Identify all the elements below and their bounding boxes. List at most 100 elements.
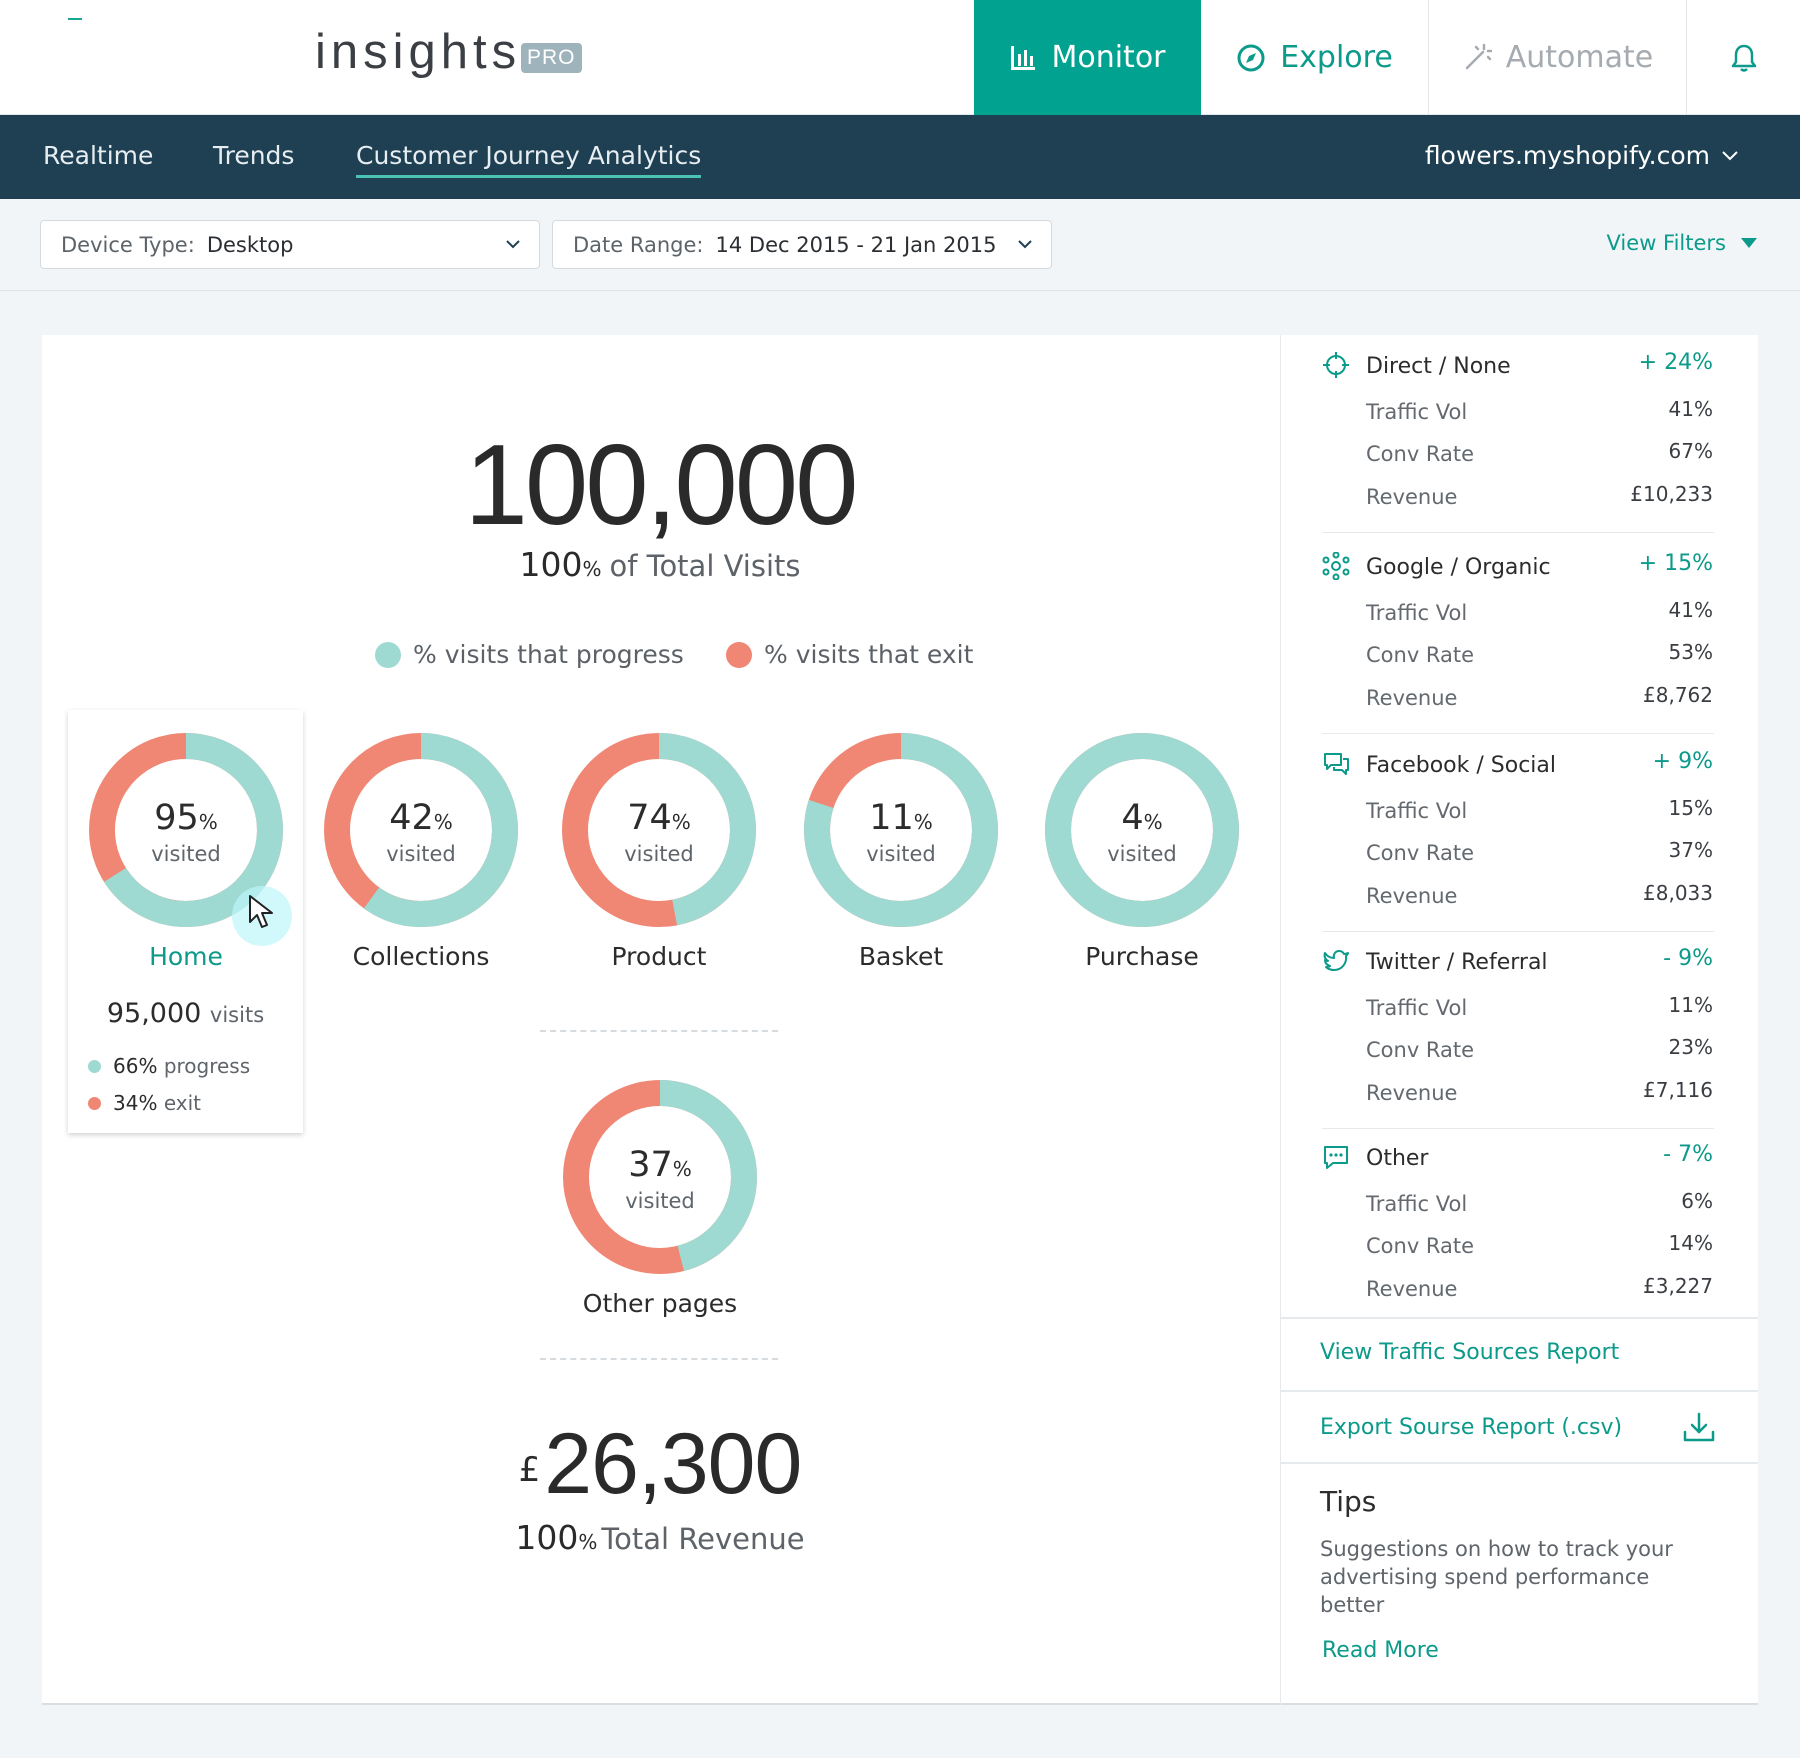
device-type-label: Device Type: — [61, 232, 195, 257]
home-exit-label: exit — [163, 1091, 201, 1115]
date-range-select[interactable]: Date Range: 14 Dec 2015 - 21 Jan 2015 — [552, 220, 1052, 269]
dashed-separator — [540, 1030, 778, 1032]
nav-tab-explore[interactable]: Explore — [1201, 0, 1429, 115]
metric-value: 53% — [1668, 640, 1713, 664]
traffic-source-change: + 9% — [1652, 749, 1713, 774]
subnav-item-realtime[interactable]: Realtime — [43, 141, 154, 170]
download-icon[interactable] — [1682, 1412, 1716, 1444]
chat-bubbles-icon — [1322, 750, 1350, 782]
revenue-pct: 100 — [515, 1518, 579, 1557]
subnav-item-trends[interactable]: Trends — [213, 141, 295, 170]
export-report-link[interactable]: Export Sourse Report (.csv) — [1320, 1415, 1623, 1440]
exit-dot — [88, 1096, 101, 1110]
crosshair-icon — [1322, 351, 1350, 383]
source-separator — [1322, 532, 1714, 533]
metric-label: Traffic Vol — [1366, 400, 1468, 424]
metric-value: 41% — [1668, 598, 1713, 622]
funnel-step-purchase[interactable]: 4% visited Purchase — [1042, 730, 1242, 990]
funnel-step-other-pages[interactable]: 37% visited Other pages — [560, 1077, 760, 1337]
metric-label: Conv Rate — [1366, 1234, 1475, 1258]
traffic-source-name: Facebook / Social — [1366, 753, 1556, 778]
metric-value: £3,227 — [1643, 1274, 1713, 1298]
donut-visited-label: visited — [866, 842, 936, 866]
funnel-step-product[interactable]: 74% visited Product — [559, 730, 759, 990]
funnel-step-name: Purchase — [1085, 942, 1199, 971]
donut-percent: 4% — [1042, 798, 1242, 838]
tips-body: Suggestions on how to track your adverti… — [1320, 1537, 1673, 1617]
donut-progress-segment — [804, 733, 998, 927]
metric-label: Conv Rate — [1366, 442, 1475, 466]
metric-label: Revenue — [1366, 485, 1458, 509]
donut-visited-label: visited — [1107, 842, 1177, 866]
network-icon — [1322, 551, 1350, 584]
legend-progress: % visits that progress — [375, 640, 684, 669]
home-exit: 34% exit — [88, 1091, 201, 1115]
donut-percent-value: 4 — [1121, 798, 1144, 838]
donut-percent-sign: % — [671, 810, 691, 834]
total-visits-pct-sign: % — [582, 557, 602, 581]
notifications-button[interactable] — [1687, 0, 1800, 115]
total-visits-label: of Total Visits — [609, 549, 801, 583]
source-separator — [1322, 1128, 1714, 1129]
donut-percent-sign: % — [672, 1157, 692, 1181]
legend-exit-label: % visits that exit — [764, 640, 974, 669]
traffic-source-change: - 9% — [1663, 946, 1713, 971]
donut-progress-segment — [324, 733, 518, 927]
donut-percent-value: 74 — [627, 798, 672, 838]
subnav-item-customer-journey[interactable]: Customer Journey Analytics — [356, 141, 702, 178]
read-more-link[interactable]: Read More — [1322, 1638, 1439, 1663]
metric-value: £7,116 — [1643, 1078, 1713, 1102]
donut-percent-sign: % — [433, 810, 453, 834]
traffic-source-change: + 15% — [1638, 551, 1713, 576]
total-visits-pct: 100 — [519, 545, 583, 584]
metric-value: £8,033 — [1643, 881, 1713, 905]
store-selector[interactable]: flowers.myshopify.com — [1425, 141, 1738, 170]
total-revenue-subtitle: 100% Total Revenue — [0, 1518, 1320, 1557]
compass-icon — [1237, 44, 1265, 71]
bar-chart-icon — [1011, 45, 1036, 70]
metric-value: £10,233 — [1630, 482, 1713, 506]
metric-label: Conv Rate — [1366, 643, 1475, 667]
donut-percent-value: 95 — [154, 798, 199, 838]
panel-separator — [1281, 1462, 1758, 1464]
date-range-value: 14 Dec 2015 - 21 Jan 2015 — [715, 232, 997, 257]
nav-tab-monitor-label: Monitor — [1051, 40, 1166, 75]
view-filters-button[interactable]: View Filters — [1607, 231, 1758, 255]
view-filters-label: View Filters — [1606, 231, 1726, 255]
metric-label: Traffic Vol — [1366, 601, 1468, 625]
progress-dot — [88, 1059, 101, 1073]
donut-chart — [804, 733, 998, 927]
donut-chart — [563, 1080, 757, 1274]
metric-label: Revenue — [1366, 1081, 1458, 1105]
twitter-bird-icon — [1322, 947, 1350, 979]
nav-tab-monitor[interactable]: Monitor — [974, 0, 1201, 115]
funnel-step-basket[interactable]: 11% visited Basket — [801, 730, 1001, 990]
nav-tab-automate[interactable]: Automate — [1429, 0, 1687, 115]
magic-wand-icon — [1465, 43, 1492, 69]
source-separator — [1322, 931, 1714, 932]
donut-visited-label: visited — [386, 842, 456, 866]
home-visits-number: 95,000 — [106, 998, 202, 1029]
metric-label: Traffic Vol — [1366, 799, 1468, 823]
funnel-step-name: Other pages — [582, 1289, 738, 1318]
legend-exit: % visits that exit — [726, 640, 973, 669]
home-progress: 66% progress — [88, 1054, 250, 1078]
device-type-select[interactable]: Device Type: Desktop — [40, 220, 540, 269]
funnel-step-name: Collections — [352, 942, 490, 971]
traffic-source-name: Google / Organic — [1366, 555, 1551, 580]
donut-visited-label: visited — [625, 1189, 695, 1213]
funnel-step-collections[interactable]: 42% visited Collections — [321, 730, 521, 990]
donut-percent: 95% — [86, 798, 286, 838]
journey-card — [42, 335, 1758, 1705]
view-traffic-report-link[interactable]: View Traffic Sources Report — [1320, 1340, 1620, 1365]
total-visits-number: 100,000 — [464, 422, 858, 549]
dashed-separator — [540, 1358, 778, 1360]
metric-value: 41% — [1668, 397, 1713, 421]
donut-chart — [89, 733, 283, 927]
donut-percent: 42% — [321, 798, 521, 838]
donut-percent-value: 37 — [628, 1145, 673, 1185]
metric-value: 14% — [1668, 1231, 1713, 1255]
revenue-pct-sign: % — [578, 1530, 598, 1554]
funnel-step-home[interactable]: 95% visited Home — [86, 730, 286, 990]
donut-chart — [562, 733, 756, 927]
